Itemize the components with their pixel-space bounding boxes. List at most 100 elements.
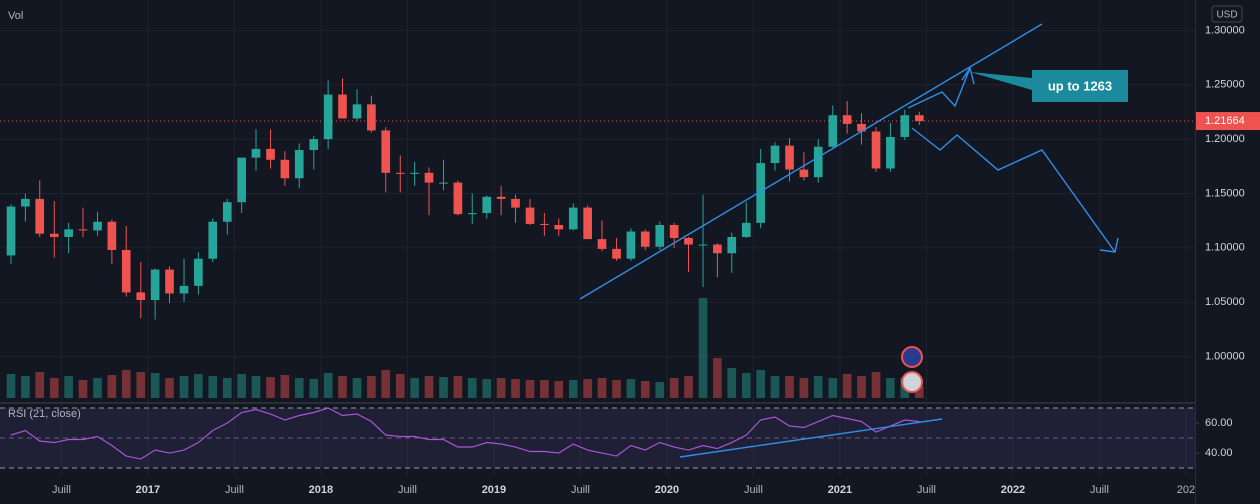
volume-bar <box>640 381 650 398</box>
candle-body <box>799 169 809 178</box>
candle-body <box>93 221 102 231</box>
x-tick-label: 2020 <box>655 484 679 496</box>
candle-body <box>208 221 218 259</box>
volume-bar <box>525 380 535 398</box>
volume-bar <box>540 380 549 398</box>
y-tick-label: 1.25000 <box>1205 79 1245 91</box>
candle-body <box>756 163 765 223</box>
volume-bar <box>914 386 924 398</box>
volume-bar <box>612 380 621 398</box>
candle-body <box>770 145 780 164</box>
x-tick-label: 2019 <box>482 484 506 496</box>
rsi-trend-line <box>679 418 943 458</box>
candle-body <box>439 182 448 184</box>
candle-body <box>453 182 463 215</box>
volume-bar <box>828 378 838 398</box>
candle-body <box>900 115 910 137</box>
volume-bar <box>64 376 73 398</box>
x-tick-label: Juill <box>52 484 71 496</box>
volume-label: Vol <box>8 10 23 22</box>
volume-bar <box>424 376 434 398</box>
candle-body <box>294 150 304 179</box>
candle-body <box>813 146 823 178</box>
volume-bar <box>323 373 333 398</box>
volume-bar <box>107 375 117 398</box>
candle-body <box>64 229 73 237</box>
candle-body <box>785 145 794 170</box>
volume-bar <box>35 372 45 398</box>
volume-bar <box>799 378 809 398</box>
volume-bar <box>511 379 520 398</box>
rsi-line <box>10 407 920 460</box>
y-tick-label: 1.05000 <box>1205 296 1245 308</box>
candle-body <box>78 229 88 231</box>
candle-body <box>352 104 362 119</box>
candle-body <box>49 233 59 237</box>
volume-bar <box>813 376 823 398</box>
x-tick-label: 2018 <box>309 484 333 496</box>
candle-body <box>597 239 607 249</box>
candle-body <box>669 225 679 239</box>
event-icon <box>901 346 923 368</box>
candle-body <box>540 223 549 225</box>
candle-body <box>583 207 592 240</box>
candle-body <box>655 225 665 247</box>
volume-bar <box>626 379 636 398</box>
grid <box>0 0 1199 476</box>
candle-body <box>165 269 174 294</box>
candle-body <box>381 130 391 173</box>
projection-up <box>907 67 971 109</box>
volume-bar <box>381 370 391 398</box>
volume-bar <box>741 373 751 398</box>
candle-body <box>222 202 232 222</box>
candle-body <box>496 196 506 199</box>
arrow-head <box>961 66 975 85</box>
candle-body <box>323 94 333 140</box>
candle-body <box>367 104 376 131</box>
candle-body <box>150 269 160 300</box>
candle-body <box>886 136 895 169</box>
candle-body <box>194 258 203 286</box>
candle-body <box>828 115 838 147</box>
last-price-label: 1.21664 <box>1205 115 1245 127</box>
volume-bar <box>568 380 578 398</box>
candle-body <box>626 231 636 259</box>
candle-body <box>698 244 708 246</box>
candle-body <box>467 213 477 215</box>
candle-body <box>741 222 751 237</box>
volume-bar <box>237 374 246 398</box>
volume-bar <box>21 376 30 398</box>
volume-bar <box>294 378 304 398</box>
projection-down <box>911 127 1116 253</box>
volume-bar <box>684 376 693 398</box>
volume-bar <box>439 377 448 398</box>
volume-bar <box>713 358 722 398</box>
volume-bar <box>367 376 376 398</box>
volume-bar <box>338 376 347 398</box>
volume-bar <box>698 298 708 398</box>
volume-bar <box>352 378 362 398</box>
volume-bar <box>482 379 492 398</box>
volume-bar <box>136 372 146 398</box>
candle-body <box>914 115 924 122</box>
candle-body <box>612 248 621 259</box>
y-tick-label: 1.30000 <box>1205 24 1245 36</box>
volume-bar <box>669 378 679 398</box>
volume-bar <box>78 380 88 398</box>
volume-bar <box>165 378 174 398</box>
candle-body <box>684 238 693 245</box>
candle-body <box>179 285 189 294</box>
x-tick-label: 2017 <box>136 484 160 496</box>
volume-bar <box>280 375 290 398</box>
arrow-head <box>1099 237 1119 253</box>
y-tick-label: 1.10000 <box>1205 242 1245 254</box>
volume-bar <box>309 379 319 398</box>
volume-bar <box>208 376 218 398</box>
volume-bar <box>756 370 765 398</box>
candle-body <box>713 244 722 254</box>
candle-body <box>727 236 737 254</box>
volume-bar <box>179 376 189 398</box>
y-tick-label: 1.15000 <box>1205 187 1245 199</box>
x-tick-label: 2021 <box>828 484 852 496</box>
